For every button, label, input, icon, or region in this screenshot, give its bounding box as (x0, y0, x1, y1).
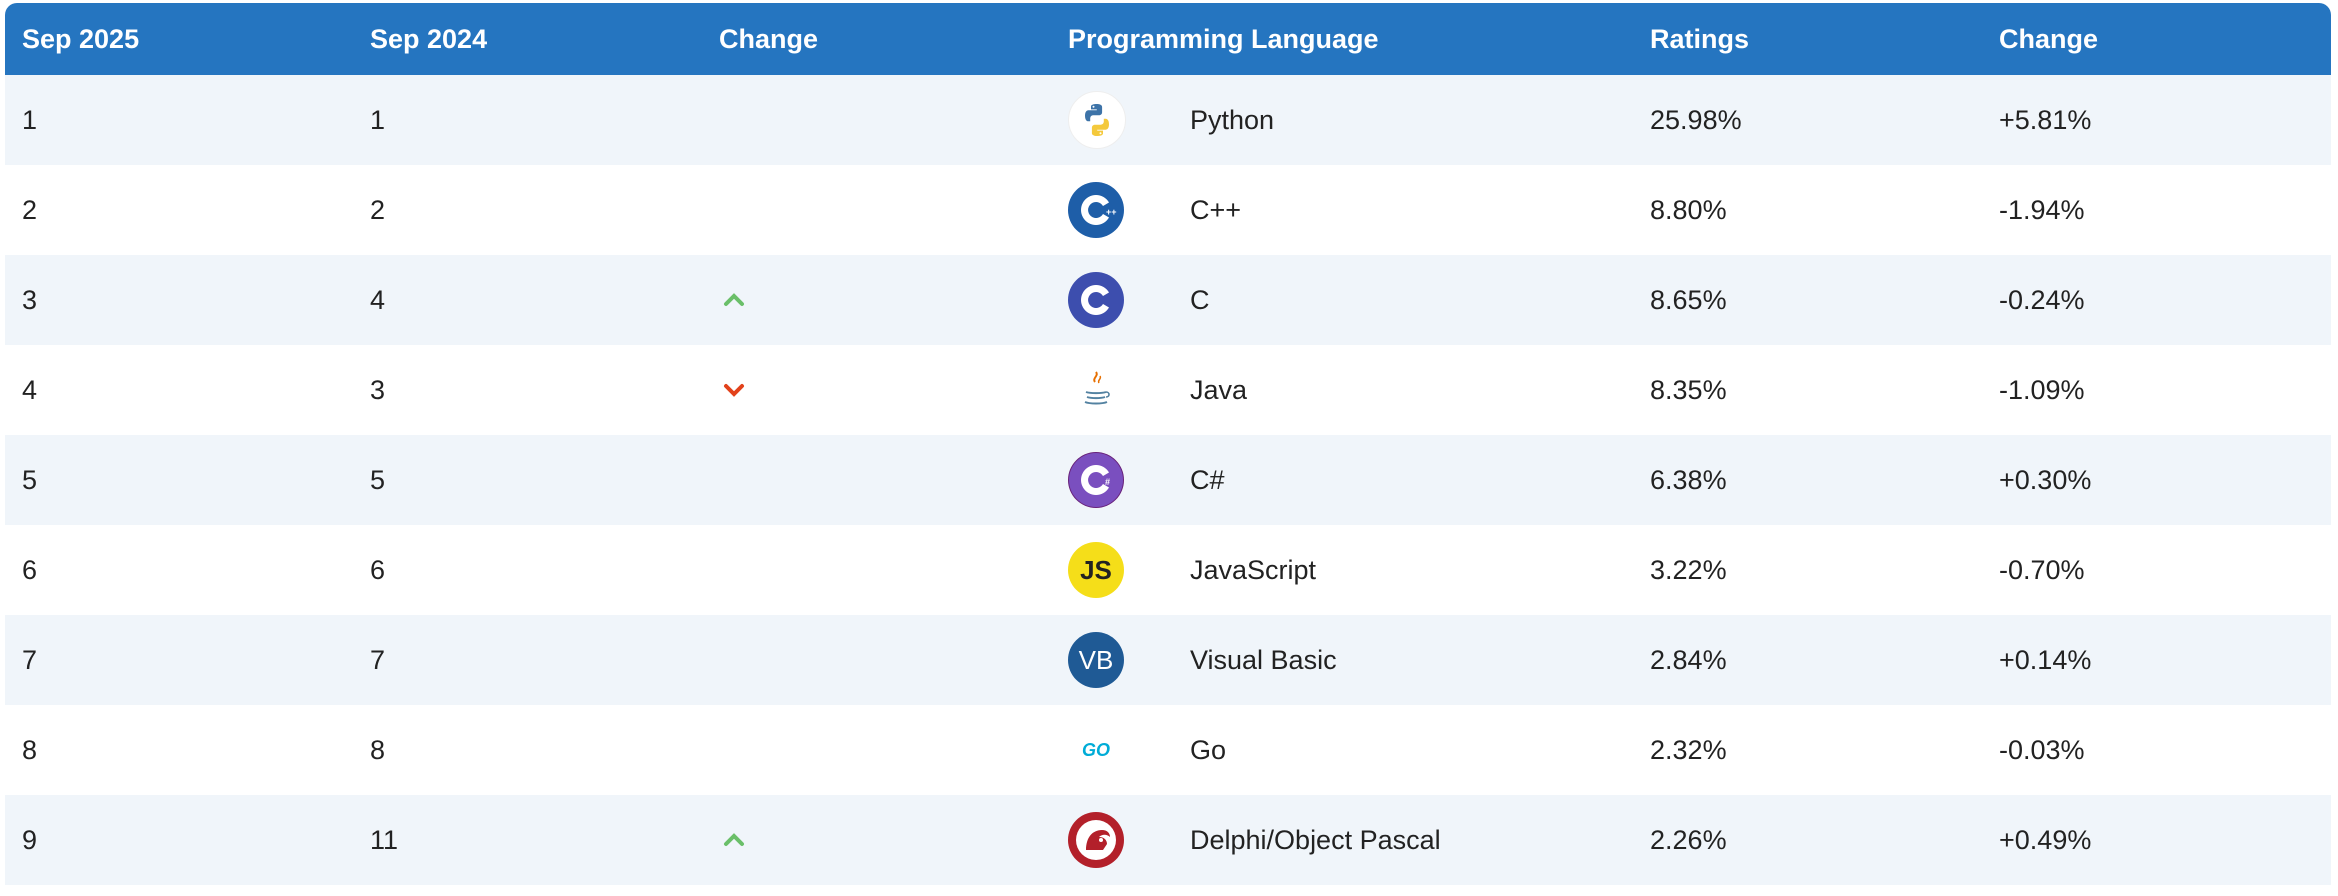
python-logo-icon (1068, 91, 1126, 149)
table-row: 5 5 # C# 6.38% +0.30% (5, 435, 2331, 525)
rank-current: 5 (22, 464, 38, 495)
trend-cell (702, 705, 1051, 795)
rating-change: -0.03% (1999, 734, 2085, 765)
rank-previous: 5 (370, 464, 386, 495)
rating-change: -0.70% (1999, 554, 2085, 585)
rating-change: -1.94% (1999, 194, 2085, 225)
language-name[interactable]: Java (1190, 374, 1248, 405)
visual-basic-logo-icon: VB (1068, 632, 1124, 688)
table-header-row: Sep 2025 Sep 2024 Change Programming Lan… (5, 3, 2331, 75)
rating-value: 25.98% (1650, 104, 1742, 135)
language-name[interactable]: C (1190, 284, 1210, 315)
rating-value: 8.80% (1650, 194, 1727, 225)
language-logo-cell (1051, 75, 1190, 165)
rank-previous: 8 (370, 734, 386, 765)
trend-cell (702, 525, 1051, 615)
table-row: 1 1 Python 25.98% +5.81% (5, 75, 2331, 165)
header-ratings-change[interactable]: Change (1999, 23, 2099, 54)
trend-cell (702, 255, 1051, 345)
rating-change: -1.09% (1999, 374, 2085, 405)
rank-current: 7 (22, 644, 38, 675)
rating-value: 8.35% (1650, 374, 1727, 405)
rank-previous: 7 (370, 644, 386, 675)
language-name[interactable]: Delphi/Object Pascal (1190, 824, 1441, 855)
trend-cell (702, 795, 1051, 885)
language-logo-cell (1051, 255, 1190, 345)
svg-text:#: # (1105, 477, 1110, 487)
rank-current: 3 (22, 284, 38, 315)
go-logo-icon: GO (1068, 722, 1124, 778)
language-name[interactable]: C++ (1190, 194, 1242, 225)
trend-cell (702, 165, 1051, 255)
rating-value: 2.32% (1650, 734, 1727, 765)
rank-previous: 1 (370, 104, 386, 135)
trend-up-icon (724, 293, 744, 306)
rating-change: +0.14% (1999, 644, 2092, 675)
header-change[interactable]: Change (719, 23, 819, 54)
table-row: 2 2 ++ C++ 8.80% -1.94% (5, 165, 2331, 255)
header-ratings[interactable]: Ratings (1650, 23, 1750, 54)
rank-previous: 6 (370, 554, 386, 585)
language-name[interactable]: Python (1190, 104, 1275, 135)
trend-cell (702, 435, 1051, 525)
rating-value: 2.84% (1650, 644, 1727, 675)
rank-current: 1 (22, 104, 38, 135)
table-row: 6 6 JS JavaScript 3.22% -0.70% (5, 525, 2331, 615)
rank-previous: 2 (370, 194, 386, 225)
rating-change: +5.81% (1999, 104, 2092, 135)
rating-value: 6.38% (1650, 464, 1727, 495)
csharp-logo-icon: # (1068, 452, 1124, 508)
rank-current: 2 (22, 194, 38, 225)
header-current-month[interactable]: Sep 2025 (22, 23, 140, 54)
visual-basic-logo-text: VB (1078, 644, 1114, 675)
rank-current: 8 (22, 734, 38, 765)
rating-value: 2.26% (1650, 824, 1727, 855)
rating-change: -0.24% (1999, 284, 2085, 315)
trend-down-icon (724, 384, 744, 397)
language-logo-cell: GO (1051, 705, 1190, 795)
table-row: 7 7 VB Visual Basic 2.84% +0.14% (5, 615, 2331, 705)
trend-cell (702, 615, 1051, 705)
language-name[interactable]: Go (1190, 734, 1227, 765)
header-programming-language[interactable]: Programming Language (1068, 23, 1379, 54)
svg-text:++: ++ (1106, 207, 1117, 217)
language-logo-cell: ++ (1051, 165, 1190, 255)
javascript-logo-text: JS (1080, 554, 1112, 585)
header-previous-month[interactable]: Sep 2024 (370, 23, 488, 54)
trend-cell (702, 345, 1051, 435)
cpp-logo-icon: ++ (1068, 182, 1124, 238)
rating-change: +0.49% (1999, 824, 2092, 855)
rank-previous: 3 (370, 374, 386, 405)
ranking-table-container: Sep 2025 Sep 2024 Change Programming Lan… (5, 3, 2331, 896)
language-name[interactable]: JavaScript (1190, 554, 1317, 585)
trend-cell (702, 75, 1051, 165)
language-name[interactable]: C# (1190, 464, 1225, 495)
language-logo-cell: JS (1051, 525, 1190, 615)
c-logo-icon (1068, 272, 1124, 328)
table-row: 3 4 C 8.65% -0.24% (5, 255, 2331, 345)
delphi-logo-icon (1068, 812, 1124, 868)
rank-previous: 4 (370, 284, 386, 315)
rank-current: 4 (22, 374, 38, 405)
rank-current: 6 (22, 554, 38, 585)
ranking-table: Sep 2025 Sep 2024 Change Programming Lan… (5, 3, 2331, 885)
table-row: 9 11 Delphi/Object Pascal 2.26% +0.49% (5, 795, 2331, 885)
rating-value: 3.22% (1650, 554, 1727, 585)
rating-value: 8.65% (1650, 284, 1727, 315)
table-row: 8 8 GO Go 2.32% -0.03% (5, 705, 2331, 795)
rank-previous: 11 (370, 824, 399, 855)
table-row: 4 3 Java 8.35% -1.09% (5, 345, 2331, 435)
java-logo-icon (1068, 362, 1124, 418)
language-logo-cell: VB (1051, 615, 1190, 705)
go-logo-text: GO (1081, 739, 1110, 760)
language-logo-cell (1051, 345, 1190, 435)
trend-up-icon (724, 833, 744, 846)
language-logo-cell: # (1051, 435, 1190, 525)
language-logo-cell (1051, 795, 1190, 885)
language-name[interactable]: Visual Basic (1190, 644, 1337, 675)
rating-change: +0.30% (1999, 464, 2092, 495)
rank-current: 9 (22, 824, 38, 855)
javascript-logo-icon: JS (1068, 542, 1124, 598)
